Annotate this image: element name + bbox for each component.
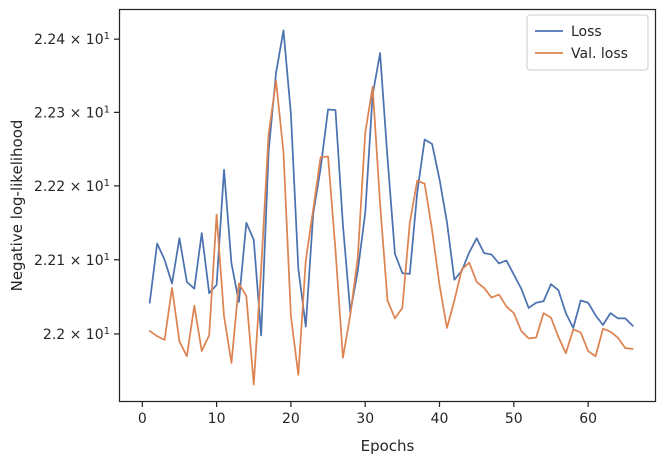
x-axis-ticks: 0 10 20 30 40 50 60 xyxy=(138,401,597,427)
y-axis-ticks: 2.2 × 101 2.21 × 101 2.22 × 101 2.23 × 101 2… xyxy=(34,31,120,343)
x-tick-label: 30 xyxy=(356,411,374,427)
plot-frame xyxy=(118,8,657,403)
legend-frame xyxy=(526,14,649,71)
x-tick-label: 60 xyxy=(579,411,597,427)
plot-area xyxy=(118,8,657,403)
y-tick-label: 2.23 × 101 xyxy=(34,104,110,122)
y-tick-label: 2.21 × 101 xyxy=(34,251,110,269)
x-tick-label: 0 xyxy=(138,411,147,427)
legend-label-2: Val. loss xyxy=(571,46,628,62)
x-tick-label: 10 xyxy=(208,411,226,427)
y-tick-label: 2.22 × 101 xyxy=(34,177,110,195)
y-tick-label: 2.2 × 101 xyxy=(43,325,110,343)
legend: Loss Val. loss xyxy=(526,14,649,71)
series-line-1 xyxy=(148,29,634,337)
x-tick-label: 40 xyxy=(431,411,449,427)
legend-label-1: Loss xyxy=(571,24,602,40)
y-axis-label: Negative log-likelihood xyxy=(8,120,26,292)
x-tick-label: 50 xyxy=(505,411,523,427)
x-axis-label: Epochs xyxy=(361,437,415,455)
y-tick-label: 2.24 × 101 xyxy=(34,31,110,49)
series-line-2 xyxy=(148,79,634,386)
series-layer xyxy=(148,29,634,386)
x-tick-label: 20 xyxy=(282,411,300,427)
